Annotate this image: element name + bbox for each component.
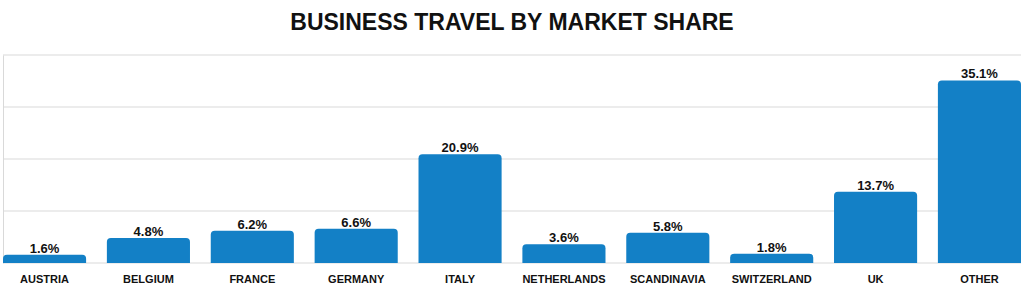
grid-line bbox=[3, 107, 1021, 108]
bar bbox=[419, 154, 502, 263]
x-tick: GERMANY bbox=[328, 263, 385, 285]
plot-area: 1.6% 4.8% 6.2% 6.6% 20.9% 3.6% 5.8% 1.8% 13.7% 35… bbox=[3, 55, 1021, 285]
chart-title: BUSINESS TRAVEL BY MARKET SHARE bbox=[290, 9, 733, 35]
x-tick-label: BELGIUM bbox=[123, 273, 174, 285]
bar bbox=[730, 254, 813, 263]
x-axis: AUSTRIA BELGIUM FRANCE GERMANY ITALY NETHERLA… bbox=[20, 263, 999, 285]
bar bbox=[626, 233, 709, 263]
data-label: 4.8% bbox=[134, 224, 164, 239]
data-label: 5.8% bbox=[653, 219, 683, 234]
x-tick: BELGIUM bbox=[123, 263, 174, 285]
x-tick: FRANCE bbox=[229, 263, 275, 285]
bar bbox=[107, 238, 190, 263]
x-tick: AUSTRIA bbox=[20, 263, 69, 285]
x-tick-label: GERMANY bbox=[328, 273, 385, 285]
bar bbox=[315, 229, 398, 263]
x-tick-label: AUSTRIA bbox=[20, 273, 69, 285]
x-tick-label: SWITZERLAND bbox=[732, 273, 812, 285]
y-axis bbox=[3, 56, 5, 264]
x-tick: ITALY bbox=[445, 263, 476, 285]
data-label: 6.6% bbox=[341, 215, 371, 230]
bar bbox=[3, 255, 86, 263]
x-tick: NETHERLANDS bbox=[522, 263, 605, 285]
data-label: 1.8% bbox=[757, 240, 787, 255]
x-tick: OTHER bbox=[960, 263, 999, 285]
y-axis-line bbox=[3, 56, 4, 264]
data-labels: 1.6% 4.8% 6.2% 6.6% 20.9% 3.6% 5.8% 1.8% 13.7% 35… bbox=[30, 66, 999, 255]
x-tick-label: OTHER bbox=[960, 273, 999, 285]
x-tick-label: ITALY bbox=[445, 273, 476, 285]
data-label: 3.6% bbox=[549, 230, 579, 245]
bar bbox=[211, 231, 294, 263]
x-tick-label: UK bbox=[868, 273, 884, 285]
chart-svg: BUSINESS TRAVEL BY MARKET SHARE 1.6% 4.8% 6… bbox=[0, 0, 1024, 289]
bar bbox=[522, 244, 605, 263]
x-tick-label: SCANDINAVIA bbox=[630, 273, 706, 285]
bar bbox=[938, 80, 1021, 263]
grid-line bbox=[3, 55, 1021, 56]
x-tick: SWITZERLAND bbox=[732, 263, 812, 285]
data-label: 13.7% bbox=[857, 178, 894, 193]
data-label: 20.9% bbox=[442, 140, 479, 155]
x-tick-label: FRANCE bbox=[229, 273, 275, 285]
bar bbox=[834, 192, 917, 263]
chart-container: BUSINESS TRAVEL BY MARKET SHARE 1.6% 4.8% 6… bbox=[0, 0, 1024, 289]
data-label: 6.2% bbox=[237, 217, 267, 232]
x-tick-label: NETHERLANDS bbox=[522, 273, 605, 285]
data-label: 1.6% bbox=[30, 241, 60, 256]
grid-line bbox=[3, 159, 1021, 160]
x-tick: SCANDINAVIA bbox=[630, 263, 706, 285]
data-label: 35.1% bbox=[961, 66, 998, 81]
bars bbox=[3, 80, 1021, 263]
x-tick: UK bbox=[868, 263, 884, 285]
